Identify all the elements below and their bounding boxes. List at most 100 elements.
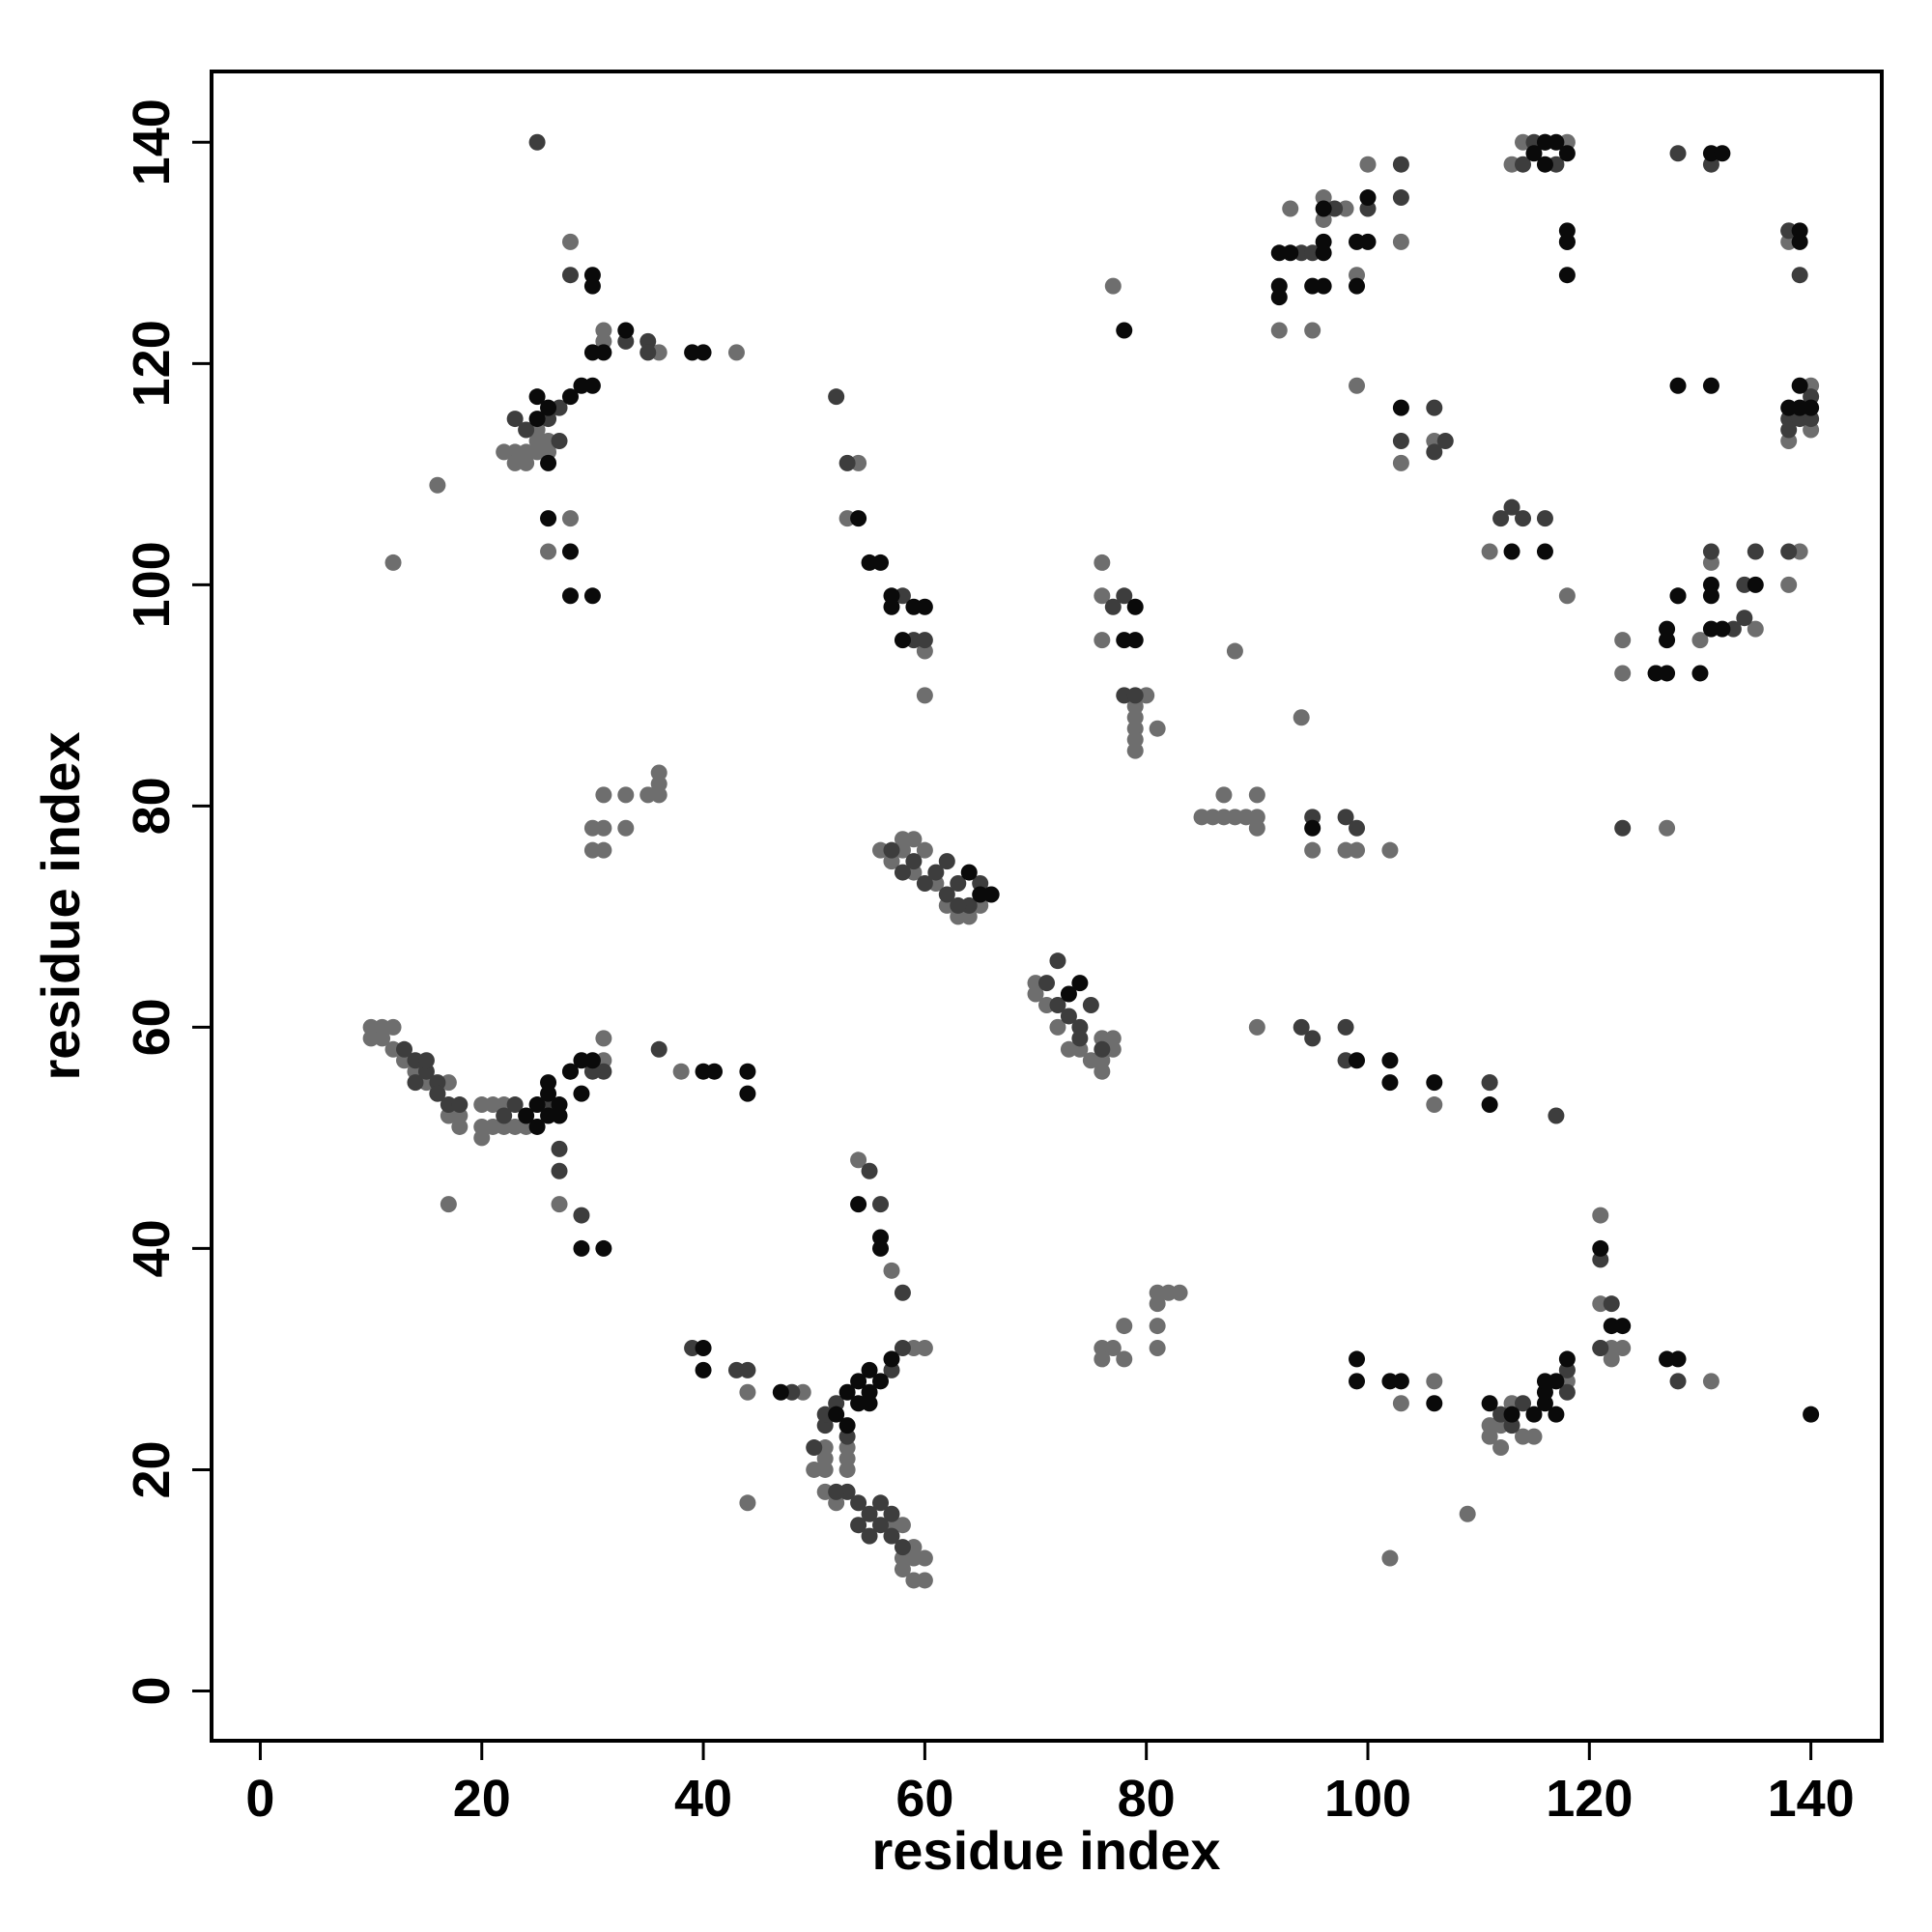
contact-point: [872, 554, 890, 571]
contact-point: [1780, 399, 1798, 416]
contact-point: [883, 598, 900, 615]
y-tick-label: 0: [123, 1676, 181, 1705]
contact-point: [1702, 1373, 1719, 1390]
contact-point: [672, 1063, 690, 1080]
contact-point: [1592, 1207, 1609, 1224]
contact-point: [1349, 277, 1366, 295]
contact-point: [1558, 145, 1576, 162]
y-tick-label: 100: [123, 541, 181, 628]
contact-point: [1248, 786, 1265, 804]
contact-point: [1525, 1406, 1543, 1423]
contact-point: [528, 411, 546, 428]
contact-point: [1791, 377, 1808, 394]
contact-point: [1337, 809, 1354, 826]
contact-point: [695, 344, 712, 361]
contact-point: [1791, 233, 1808, 250]
contact-point: [1426, 399, 1443, 416]
contact-point: [1603, 1350, 1620, 1368]
contact-point: [1094, 587, 1111, 605]
contact-point: [384, 554, 402, 571]
contact-point: [1315, 200, 1332, 217]
contact-point: [1426, 1373, 1443, 1390]
contact-point: [960, 864, 978, 881]
contact-point: [1337, 1018, 1354, 1036]
contact-point: [1481, 1074, 1498, 1092]
contact-point: [739, 1063, 756, 1080]
contact-point: [1282, 200, 1299, 217]
y-tick-label: 20: [123, 1440, 181, 1498]
contact-point: [883, 1350, 900, 1368]
contact-point: [1548, 1406, 1565, 1423]
contact-point: [1659, 819, 1676, 837]
contact-point: [1149, 720, 1166, 737]
contact-point: [1558, 267, 1576, 284]
contact-point: [1149, 1339, 1166, 1356]
contact-point: [1392, 189, 1409, 207]
contact-point: [1426, 1395, 1443, 1412]
contact-point: [828, 1483, 845, 1500]
contact-point: [850, 510, 867, 527]
contact-point: [1293, 1018, 1310, 1036]
contact-point: [1349, 377, 1366, 394]
contact-point: [1060, 1008, 1077, 1025]
contact-point: [706, 1063, 724, 1080]
contact-point: [561, 510, 579, 527]
contact-point: [1392, 1395, 1409, 1412]
contact-point: [1381, 841, 1399, 859]
contact-point: [595, 819, 612, 837]
contact-point: [1515, 510, 1532, 527]
x-tick-label: 80: [1118, 1770, 1176, 1828]
contact-point: [927, 864, 945, 881]
contact-point: [1669, 1373, 1687, 1390]
contact-point: [1614, 665, 1632, 682]
contact-point: [1669, 1350, 1687, 1368]
contact-point: [916, 1339, 933, 1356]
contact-point: [1714, 145, 1731, 162]
contact-point: [595, 786, 612, 804]
contact-point: [1669, 377, 1687, 394]
contact-point: [739, 1494, 756, 1512]
contact-point: [1116, 587, 1133, 605]
contact-point: [518, 421, 535, 439]
contact-point: [1349, 819, 1366, 837]
contact-point: [1248, 819, 1265, 837]
contact-point: [1094, 1040, 1111, 1058]
contact-point: [905, 831, 923, 848]
contact-point: [518, 1107, 535, 1124]
contact-point: [1060, 985, 1077, 1003]
contact-point: [1359, 189, 1377, 207]
contact-point: [1481, 543, 1498, 560]
contact-point: [1381, 1373, 1399, 1390]
contact-point: [872, 1196, 890, 1213]
y-axis-title: residue index: [30, 731, 91, 1080]
contact-point: [1071, 1030, 1089, 1047]
y-tick-label: 140: [123, 99, 181, 185]
contact-point: [573, 1207, 590, 1224]
contact-point: [1082, 996, 1099, 1013]
contact-point: [1094, 632, 1111, 649]
contact-point: [561, 543, 579, 560]
contact-point: [806, 1439, 823, 1457]
x-tick-label: 20: [453, 1770, 511, 1828]
contact-point: [1293, 709, 1310, 726]
contact-point: [883, 1527, 900, 1545]
contact-point: [1548, 133, 1565, 151]
contact-point: [617, 819, 635, 837]
contact-point: [1747, 543, 1764, 560]
contact-point: [1094, 1350, 1111, 1368]
contact-point: [950, 896, 967, 914]
contact-point: [1702, 377, 1719, 394]
contact-point: [1536, 510, 1553, 527]
contact-point: [861, 1395, 878, 1412]
contact-point: [1481, 1395, 1498, 1412]
contact-point: [894, 1539, 911, 1556]
contact-point: [916, 1572, 933, 1589]
contact-point: [617, 786, 635, 804]
contact-point: [540, 510, 557, 527]
contact-point: [861, 1527, 878, 1545]
contact-point: [583, 587, 601, 605]
contact-point: [1592, 1239, 1609, 1257]
contact-point: [1381, 1549, 1399, 1567]
x-tick-label: 60: [895, 1770, 953, 1828]
contact-point: [540, 1085, 557, 1102]
